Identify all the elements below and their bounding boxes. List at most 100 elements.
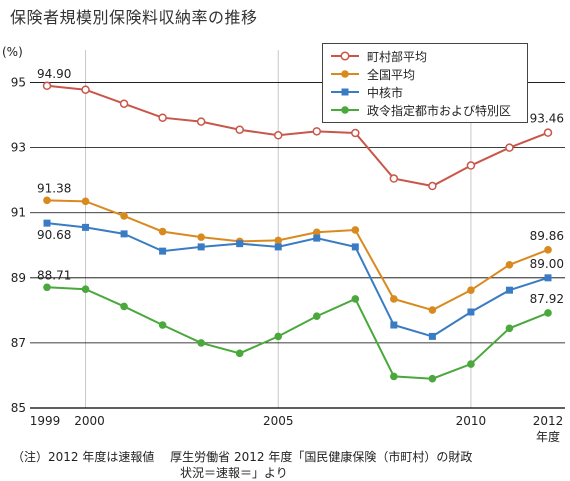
data-point (544, 309, 552, 317)
x-axis-unit: 年度 (536, 429, 560, 444)
data-point (467, 360, 475, 368)
data-point (119, 99, 129, 108)
legend-marker (341, 106, 349, 114)
series-line (46, 286, 549, 380)
data-point (505, 286, 513, 294)
data-label: 90.68 (37, 228, 71, 242)
data-point (390, 295, 398, 303)
x-tick-label: 2005 (263, 414, 294, 428)
data-point (428, 306, 437, 314)
data-point (81, 197, 90, 206)
data-point (505, 324, 514, 333)
data-point (543, 128, 553, 137)
data-point (197, 339, 205, 347)
data-point (159, 247, 167, 255)
data-point (42, 81, 52, 91)
data-point (351, 295, 360, 303)
data-point (544, 274, 552, 282)
footnote-line-1: （注）2012 年度は速報値 厚生労働省 2012 年度「国民健康保険（市町村）… (12, 450, 473, 464)
legend-item: 政令指定都市および特別区 (329, 101, 521, 119)
legend-swatch (331, 70, 359, 78)
data-point (428, 374, 437, 383)
data-point (81, 85, 90, 94)
data-point (390, 321, 398, 329)
series-line (46, 84, 549, 188)
legend-item: 町村部平均 (329, 47, 521, 65)
data-point (312, 228, 321, 237)
x-tick-label: 2000 (74, 414, 105, 428)
legend-marker (341, 70, 349, 78)
data-point (197, 243, 205, 251)
legend-label: 町村部平均 (367, 49, 428, 64)
data-point (196, 117, 206, 126)
data-point (274, 243, 282, 251)
series-line (46, 199, 549, 312)
data-label: 87.92 (530, 292, 564, 306)
data-point (467, 286, 475, 294)
data-point (43, 219, 51, 227)
data-label: 91.38 (37, 181, 71, 195)
data-point (312, 312, 321, 321)
data-point (505, 143, 514, 152)
data-point (428, 332, 436, 340)
x-tick-label: 2012 (533, 414, 564, 428)
legend-marker (340, 51, 350, 61)
data-point (235, 125, 244, 134)
data-label: 94.90 (37, 67, 71, 81)
legend-label: 全国平均 (367, 67, 416, 82)
data-point (120, 302, 128, 311)
data-point (236, 240, 244, 248)
data-point (351, 226, 360, 234)
data-point (120, 212, 128, 220)
data-point (273, 131, 283, 140)
data-point (313, 234, 321, 242)
data-label: 89.00 (530, 257, 564, 271)
data-point (428, 181, 437, 191)
data-point (274, 236, 283, 245)
data-point (120, 230, 128, 238)
legend-item: 中核市 (329, 83, 521, 101)
data-point (82, 223, 90, 231)
data-point (274, 332, 283, 341)
data-point (389, 174, 399, 183)
series-line (46, 222, 549, 338)
footnote-line-2: 状況＝速報＝」より (180, 466, 288, 480)
data-point (158, 113, 167, 122)
legend-swatch (331, 88, 359, 96)
legend-swatch (331, 51, 359, 61)
data-label: 93.46 (530, 112, 564, 126)
data-point (158, 227, 167, 236)
legend-swatch (331, 106, 359, 114)
y-axis-unit: (%) (2, 45, 23, 59)
data-label: 88.71 (37, 268, 71, 282)
legend-label: 中核市 (367, 85, 404, 100)
y-tick-label: 89 (11, 271, 26, 285)
data-point (158, 321, 167, 329)
data-point (235, 349, 244, 358)
y-tick-label: 95 (11, 76, 26, 90)
legend-label: 政令指定都市および特別区 (367, 103, 512, 118)
data-point (544, 246, 552, 254)
data-point (43, 196, 51, 205)
data-point (351, 243, 359, 251)
data-point (466, 161, 476, 170)
chart-legend: 町村部平均全国平均中核市政令指定都市および特別区 (322, 43, 528, 123)
data-point (43, 283, 51, 292)
y-tick-label: 85 (11, 401, 26, 415)
data-point (390, 372, 398, 381)
chart-title: 保険者規模別保険料収納率の推移 (10, 8, 258, 27)
data-point (312, 127, 322, 136)
data-point (197, 233, 205, 241)
data-point (505, 261, 514, 269)
data-point (467, 308, 475, 316)
y-tick-label: 93 (11, 141, 26, 155)
legend-item: 全国平均 (329, 65, 521, 83)
x-tick-label: 2010 (456, 414, 487, 428)
data-point (81, 285, 90, 294)
legend-marker (341, 88, 349, 96)
y-tick-label: 91 (11, 206, 26, 220)
data-label: 89.86 (530, 229, 564, 243)
data-point (351, 128, 360, 138)
x-tick-label: 1999 (30, 414, 61, 428)
